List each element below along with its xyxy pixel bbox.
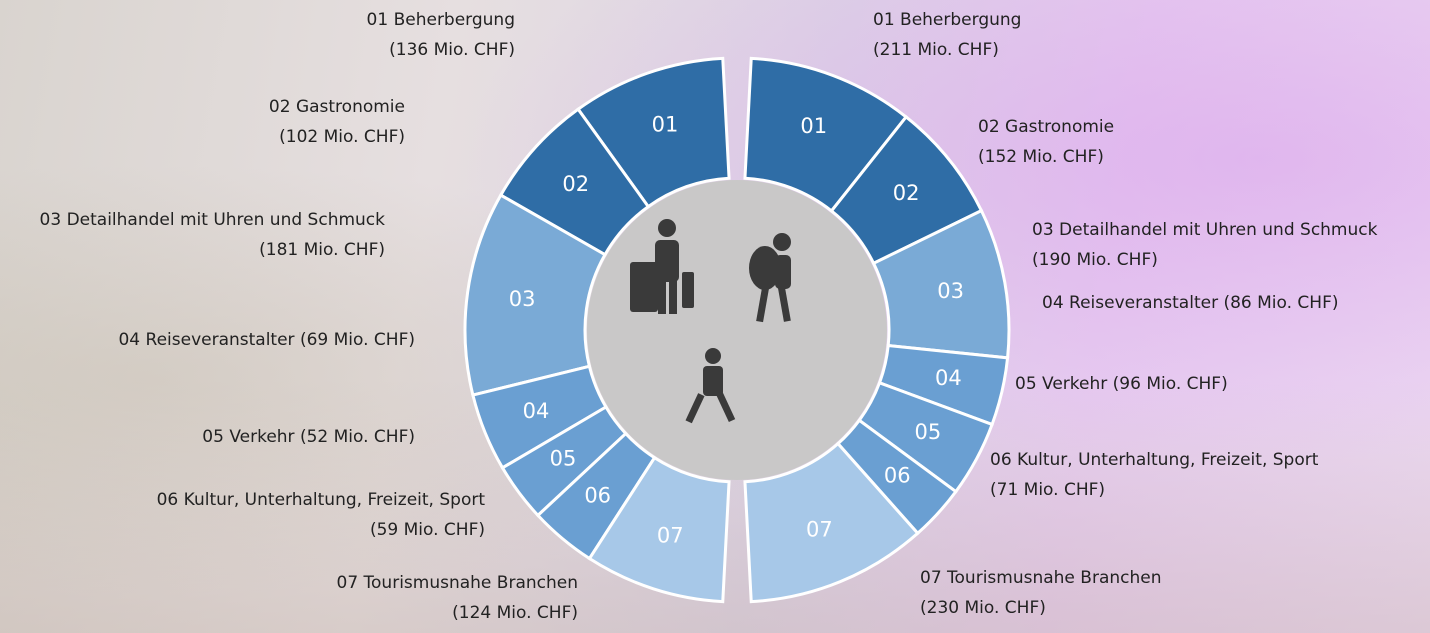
segment-label: 03 (937, 279, 964, 303)
segment-label: 07 (657, 523, 684, 547)
legend-label: 04 Reiseveranstalter (86 Mio. CHF) (1042, 288, 1339, 318)
value-label: (102 Mio. CHF) (279, 127, 405, 147)
category-label: 04 Reiseveranstalter (1042, 293, 1218, 313)
category-label: 02 Gastronomie (269, 97, 405, 117)
category-label: 05 Verkehr (1015, 374, 1107, 394)
segment-label: 02 (562, 172, 589, 196)
legend-label: 05 Verkehr (52 Mio. CHF) (202, 422, 415, 452)
value-label: (230 Mio. CHF) (920, 598, 1046, 618)
category-label: 01 Beherbergung (873, 10, 1021, 30)
legend-label: 03 Detailhandel mit Uhren und Schmuck (19… (1032, 215, 1377, 275)
category-label: 03 Detailhandel mit Uhren und Schmuck (1032, 220, 1377, 240)
segment-label: 03 (509, 287, 536, 311)
legend-label: 03 Detailhandel mit Uhren und Schmuck (18… (40, 205, 385, 265)
legend-label: 01 Beherbergung (211 Mio. CHF) (873, 5, 1021, 65)
segment-label: 04 (523, 399, 550, 423)
category-label: 03 Detailhandel mit Uhren und Schmuck (40, 210, 385, 230)
legend-label: 07 Tourismusnahe Branchen (230 Mio. CHF) (920, 563, 1162, 623)
value-label: (211 Mio. CHF) (873, 40, 999, 60)
page: 0102030405060701020304050607 (() => { co… (0, 0, 1430, 633)
category-label: 04 Reiseveranstalter (118, 330, 294, 350)
category-label: 02 Gastronomie (978, 117, 1114, 137)
segment-label: 06 (584, 483, 611, 507)
category-label: 01 Beherbergung (367, 10, 515, 30)
segment-label: 02 (893, 181, 920, 205)
value-label: (96 Mio. CHF) (1113, 374, 1228, 394)
segment-label: 01 (800, 114, 827, 138)
category-label: 07 Tourismusnahe Branchen (337, 573, 579, 593)
value-label: (136 Mio. CHF) (389, 40, 515, 60)
segment-label: 06 (884, 463, 911, 487)
inner-circle (587, 180, 887, 480)
value-label: (152 Mio. CHF) (978, 147, 1104, 167)
legend-label: 01 Beherbergung (136 Mio. CHF) (367, 5, 515, 65)
legend-label: 04 Reiseveranstalter (69 Mio. CHF) (118, 325, 415, 355)
legend-label: 06 Kultur, Unterhaltung, Freizeit, Sport… (157, 485, 485, 545)
value-label: (59 Mio. CHF) (370, 520, 485, 540)
value-label: (69 Mio. CHF) (300, 330, 415, 350)
legend-label: 02 Gastronomie (152 Mio. CHF) (978, 112, 1114, 172)
value-label: (190 Mio. CHF) (1032, 250, 1158, 270)
segment-label: 07 (806, 518, 833, 542)
value-label: (71 Mio. CHF) (990, 480, 1105, 500)
category-label: 07 Tourismusnahe Branchen (920, 568, 1162, 588)
value-label: (124 Mio. CHF) (452, 603, 578, 623)
legend-label: 07 Tourismusnahe Branchen (124 Mio. CHF) (337, 568, 579, 628)
value-label: (86 Mio. CHF) (1223, 293, 1338, 313)
segment-label: 05 (915, 420, 942, 444)
category-label: 05 Verkehr (202, 427, 294, 447)
segment-label: 05 (550, 447, 577, 471)
legend-label: 05 Verkehr (96 Mio. CHF) (1015, 369, 1228, 399)
segment-label: 04 (935, 366, 962, 390)
segment-label: 01 (652, 112, 679, 136)
legend-label: 06 Kultur, Unterhaltung, Freizeit, Sport… (990, 445, 1318, 505)
category-label: 06 Kultur, Unterhaltung, Freizeit, Sport (990, 450, 1318, 470)
value-label: (181 Mio. CHF) (259, 240, 385, 260)
value-label: (52 Mio. CHF) (300, 427, 415, 447)
legend-label: 02 Gastronomie (102 Mio. CHF) (269, 92, 405, 152)
category-label: 06 Kultur, Unterhaltung, Freizeit, Sport (157, 490, 485, 510)
